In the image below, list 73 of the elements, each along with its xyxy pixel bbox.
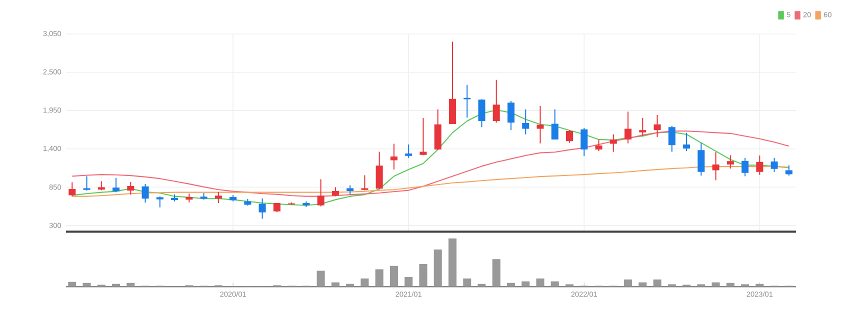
candlestick: [376, 152, 383, 189]
bar: [726, 282, 734, 287]
candlestick: [332, 187, 339, 196]
bar: [448, 238, 456, 287]
candlestick: [302, 201, 310, 208]
candlestick: [361, 175, 368, 190]
candlestick: [551, 109, 558, 140]
candlestick: [683, 132, 690, 152]
candlestick: [230, 195, 237, 202]
bar: [68, 282, 76, 287]
bar: [712, 282, 720, 287]
candlestick: [171, 194, 178, 202]
bar: [522, 281, 530, 287]
candlestick: [507, 100, 514, 130]
candlestick: [712, 152, 720, 180]
candlestick: [244, 198, 252, 206]
candlestick: [112, 178, 120, 192]
candlestick: [536, 106, 544, 144]
candlestick: [83, 176, 90, 191]
candlestick: [639, 118, 646, 136]
bar: [360, 278, 369, 287]
candlestick: [405, 144, 412, 158]
bar: [624, 279, 632, 287]
candlestick: [200, 192, 208, 200]
bar: [653, 279, 662, 287]
bar: [506, 282, 516, 287]
candlestick: [522, 109, 530, 134]
bar: [316, 270, 325, 287]
candlestick: [742, 158, 749, 176]
bar: [492, 259, 500, 287]
candlestick: [68, 182, 76, 196]
candlestick: [726, 155, 734, 169]
bar: [463, 278, 472, 287]
candlestick: [258, 198, 266, 219]
bar: [404, 277, 413, 287]
candlestick: [156, 196, 164, 208]
candlestick: [127, 182, 134, 195]
candlestick: [420, 118, 427, 156]
candlestick: [492, 80, 500, 123]
candlestick: [142, 184, 149, 203]
bar: [375, 269, 384, 287]
candlestick: [273, 203, 280, 212]
candlestick: [390, 144, 398, 170]
candlestick: [595, 139, 602, 152]
candlestick: [214, 192, 222, 204]
candlestick: [434, 109, 442, 150]
bar: [126, 282, 135, 287]
bar: [331, 282, 340, 287]
bar: [638, 282, 647, 287]
candlestick: [448, 42, 456, 124]
candlestick: [770, 158, 778, 172]
candlestick: [98, 181, 105, 190]
candlestick: [346, 185, 354, 195]
candlestick: [566, 130, 574, 143]
bar: [550, 281, 559, 287]
candlestick: [698, 142, 705, 176]
candlestick: [478, 99, 486, 128]
candlestick: [317, 179, 324, 206]
candlestick: [464, 84, 471, 118]
bar: [536, 278, 544, 287]
candlestick: [785, 165, 792, 176]
candlestick: [580, 128, 588, 156]
candlestick: [288, 202, 296, 205]
candlestick: [756, 155, 764, 175]
candlestick: [654, 115, 661, 138]
candlestick: [610, 134, 617, 152]
bar: [419, 264, 428, 287]
candlestick: [668, 126, 676, 152]
candlestick: [186, 194, 193, 202]
bar: [390, 266, 398, 287]
bar: [82, 282, 91, 287]
bar: [434, 249, 442, 287]
candlestick: [624, 112, 632, 144]
